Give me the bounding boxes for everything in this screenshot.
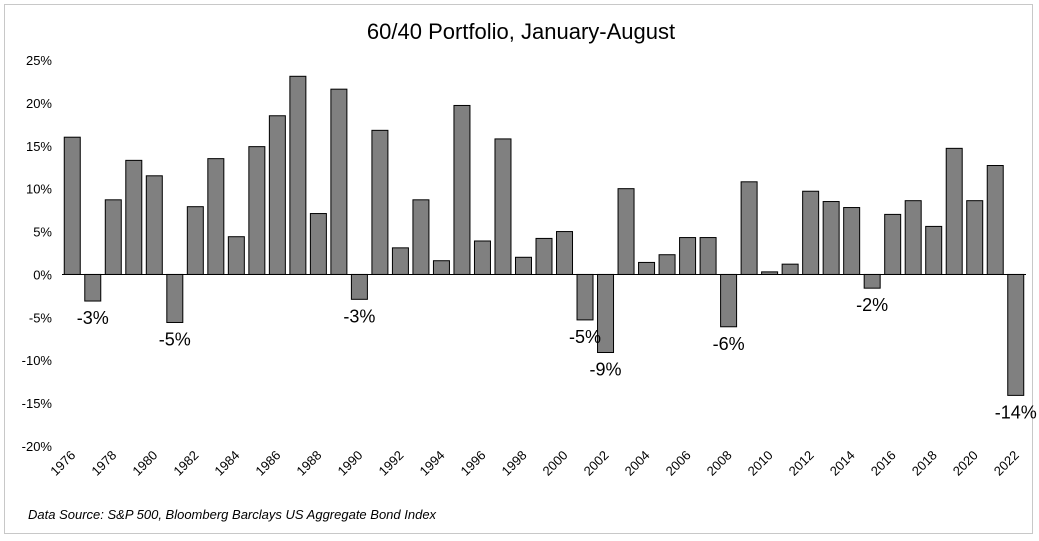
x-tick-label: 2014 — [827, 448, 858, 479]
x-tick-label: 1992 — [375, 448, 406, 479]
bar-1985 — [248, 146, 266, 275]
bar-2017 — [904, 200, 922, 275]
bar-2004 — [638, 261, 656, 275]
data-source-note: Data Source: S&P 500, Bloomberg Barclays… — [28, 507, 437, 522]
bar-1995 — [453, 104, 471, 275]
x-tick-label: 1978 — [88, 448, 119, 479]
bar-1980 — [145, 175, 163, 275]
data-label-1981: -5% — [159, 329, 191, 349]
bar-2009 — [740, 181, 758, 275]
bar-1981 — [166, 273, 184, 323]
bar-2008 — [720, 273, 738, 328]
x-tick-label: 2020 — [950, 448, 981, 479]
y-tick-label: -5% — [29, 310, 53, 325]
x-tick-label: 2016 — [868, 448, 899, 479]
bar-2022 — [1007, 273, 1025, 396]
bar-2013 — [822, 201, 840, 275]
bar-2012 — [802, 190, 820, 275]
x-tick-label: 2004 — [622, 448, 653, 479]
x-axis: 1976 1978 1980 1982 1984 1986 1988 1990 1992 1994… — [47, 448, 1022, 479]
bar-1976 — [63, 136, 81, 275]
y-tick-label: 25% — [26, 53, 52, 68]
bar-2003 — [617, 188, 635, 275]
bar-1979 — [125, 159, 143, 275]
x-tick-label: 2012 — [786, 448, 817, 479]
bar-1994 — [432, 260, 450, 275]
y-tick-label: 20% — [26, 96, 52, 111]
data-label-1977: -3% — [77, 308, 109, 328]
data-label-2015: -2% — [856, 295, 888, 315]
bar-1990 — [350, 273, 368, 300]
x-tick-label: 1996 — [458, 448, 489, 479]
x-tick-label: 2018 — [909, 448, 940, 479]
bar-1998 — [514, 256, 532, 275]
data-label-2001: -5% — [569, 327, 601, 347]
bar-1986 — [268, 115, 286, 275]
bar-2015 — [863, 273, 881, 289]
chart-frame — [4, 4, 1033, 534]
bar-2021 — [986, 165, 1004, 275]
x-tick-label: 2000 — [540, 448, 571, 479]
x-tick-label: 2010 — [745, 448, 776, 479]
bar-1977 — [84, 273, 102, 302]
x-tick-label: 1980 — [129, 448, 160, 479]
y-tick-label: 0% — [33, 267, 52, 282]
bar-2001 — [576, 273, 594, 321]
y-tick-label: -20% — [22, 439, 53, 454]
bar-1993 — [412, 199, 430, 275]
y-tick-label: 15% — [26, 139, 52, 154]
x-tick-label: 1982 — [170, 448, 201, 479]
bar-2019 — [945, 147, 963, 275]
y-tick-label: -15% — [22, 396, 53, 411]
x-tick-label: 2006 — [663, 448, 694, 479]
bar-1992 — [391, 247, 409, 275]
data-label-1990: -3% — [343, 306, 375, 326]
bar-2020 — [966, 200, 984, 275]
bar-2005 — [658, 254, 676, 275]
bar-1988 — [309, 213, 327, 275]
bar-1989 — [330, 88, 348, 275]
bar-2014 — [843, 207, 861, 275]
bar-1997 — [494, 138, 512, 275]
bar-2000 — [556, 231, 574, 275]
x-tick-label: 1986 — [252, 448, 283, 479]
bar-2011 — [781, 263, 799, 275]
x-tick-label: 1998 — [499, 448, 530, 479]
y-tick-label: -10% — [22, 353, 53, 368]
data-label-2002: -9% — [590, 360, 622, 380]
bar-1987 — [289, 75, 307, 275]
x-tick-label: 2008 — [704, 448, 735, 479]
bar-2006 — [679, 237, 697, 275]
y-tick-label: 5% — [33, 225, 52, 240]
bar-2018 — [925, 225, 943, 275]
bar-1983 — [207, 158, 225, 275]
data-label-2008: -6% — [713, 334, 745, 354]
bar-1984 — [227, 236, 245, 275]
bar-1991 — [371, 129, 389, 275]
y-axis: 25% 20% 15% 10% 5% 0% -5% -10% -15% -20% — [22, 53, 53, 454]
bar-1999 — [535, 237, 553, 275]
x-tick-label: 1994 — [417, 448, 448, 479]
bar-2016 — [884, 213, 902, 275]
bar-2007 — [699, 237, 717, 275]
x-tick-label: 1990 — [334, 448, 365, 479]
bar-1982 — [186, 206, 204, 275]
bars — [63, 75, 1025, 396]
bar-1978 — [104, 199, 122, 275]
y-tick-label: 10% — [26, 182, 52, 197]
data-label-2022: -14% — [995, 402, 1037, 422]
chart-title: 60/40 Portfolio, January-August — [367, 19, 675, 44]
data-labels: -3% -5% -3% -5% -9% -6% -2% -14% — [77, 295, 1037, 422]
x-tick-label: 1984 — [211, 448, 242, 479]
x-tick-label: 2002 — [581, 448, 612, 479]
x-tick-label: 1988 — [293, 448, 324, 479]
x-tick-label: 2022 — [991, 448, 1022, 479]
bar-1996 — [473, 240, 491, 275]
